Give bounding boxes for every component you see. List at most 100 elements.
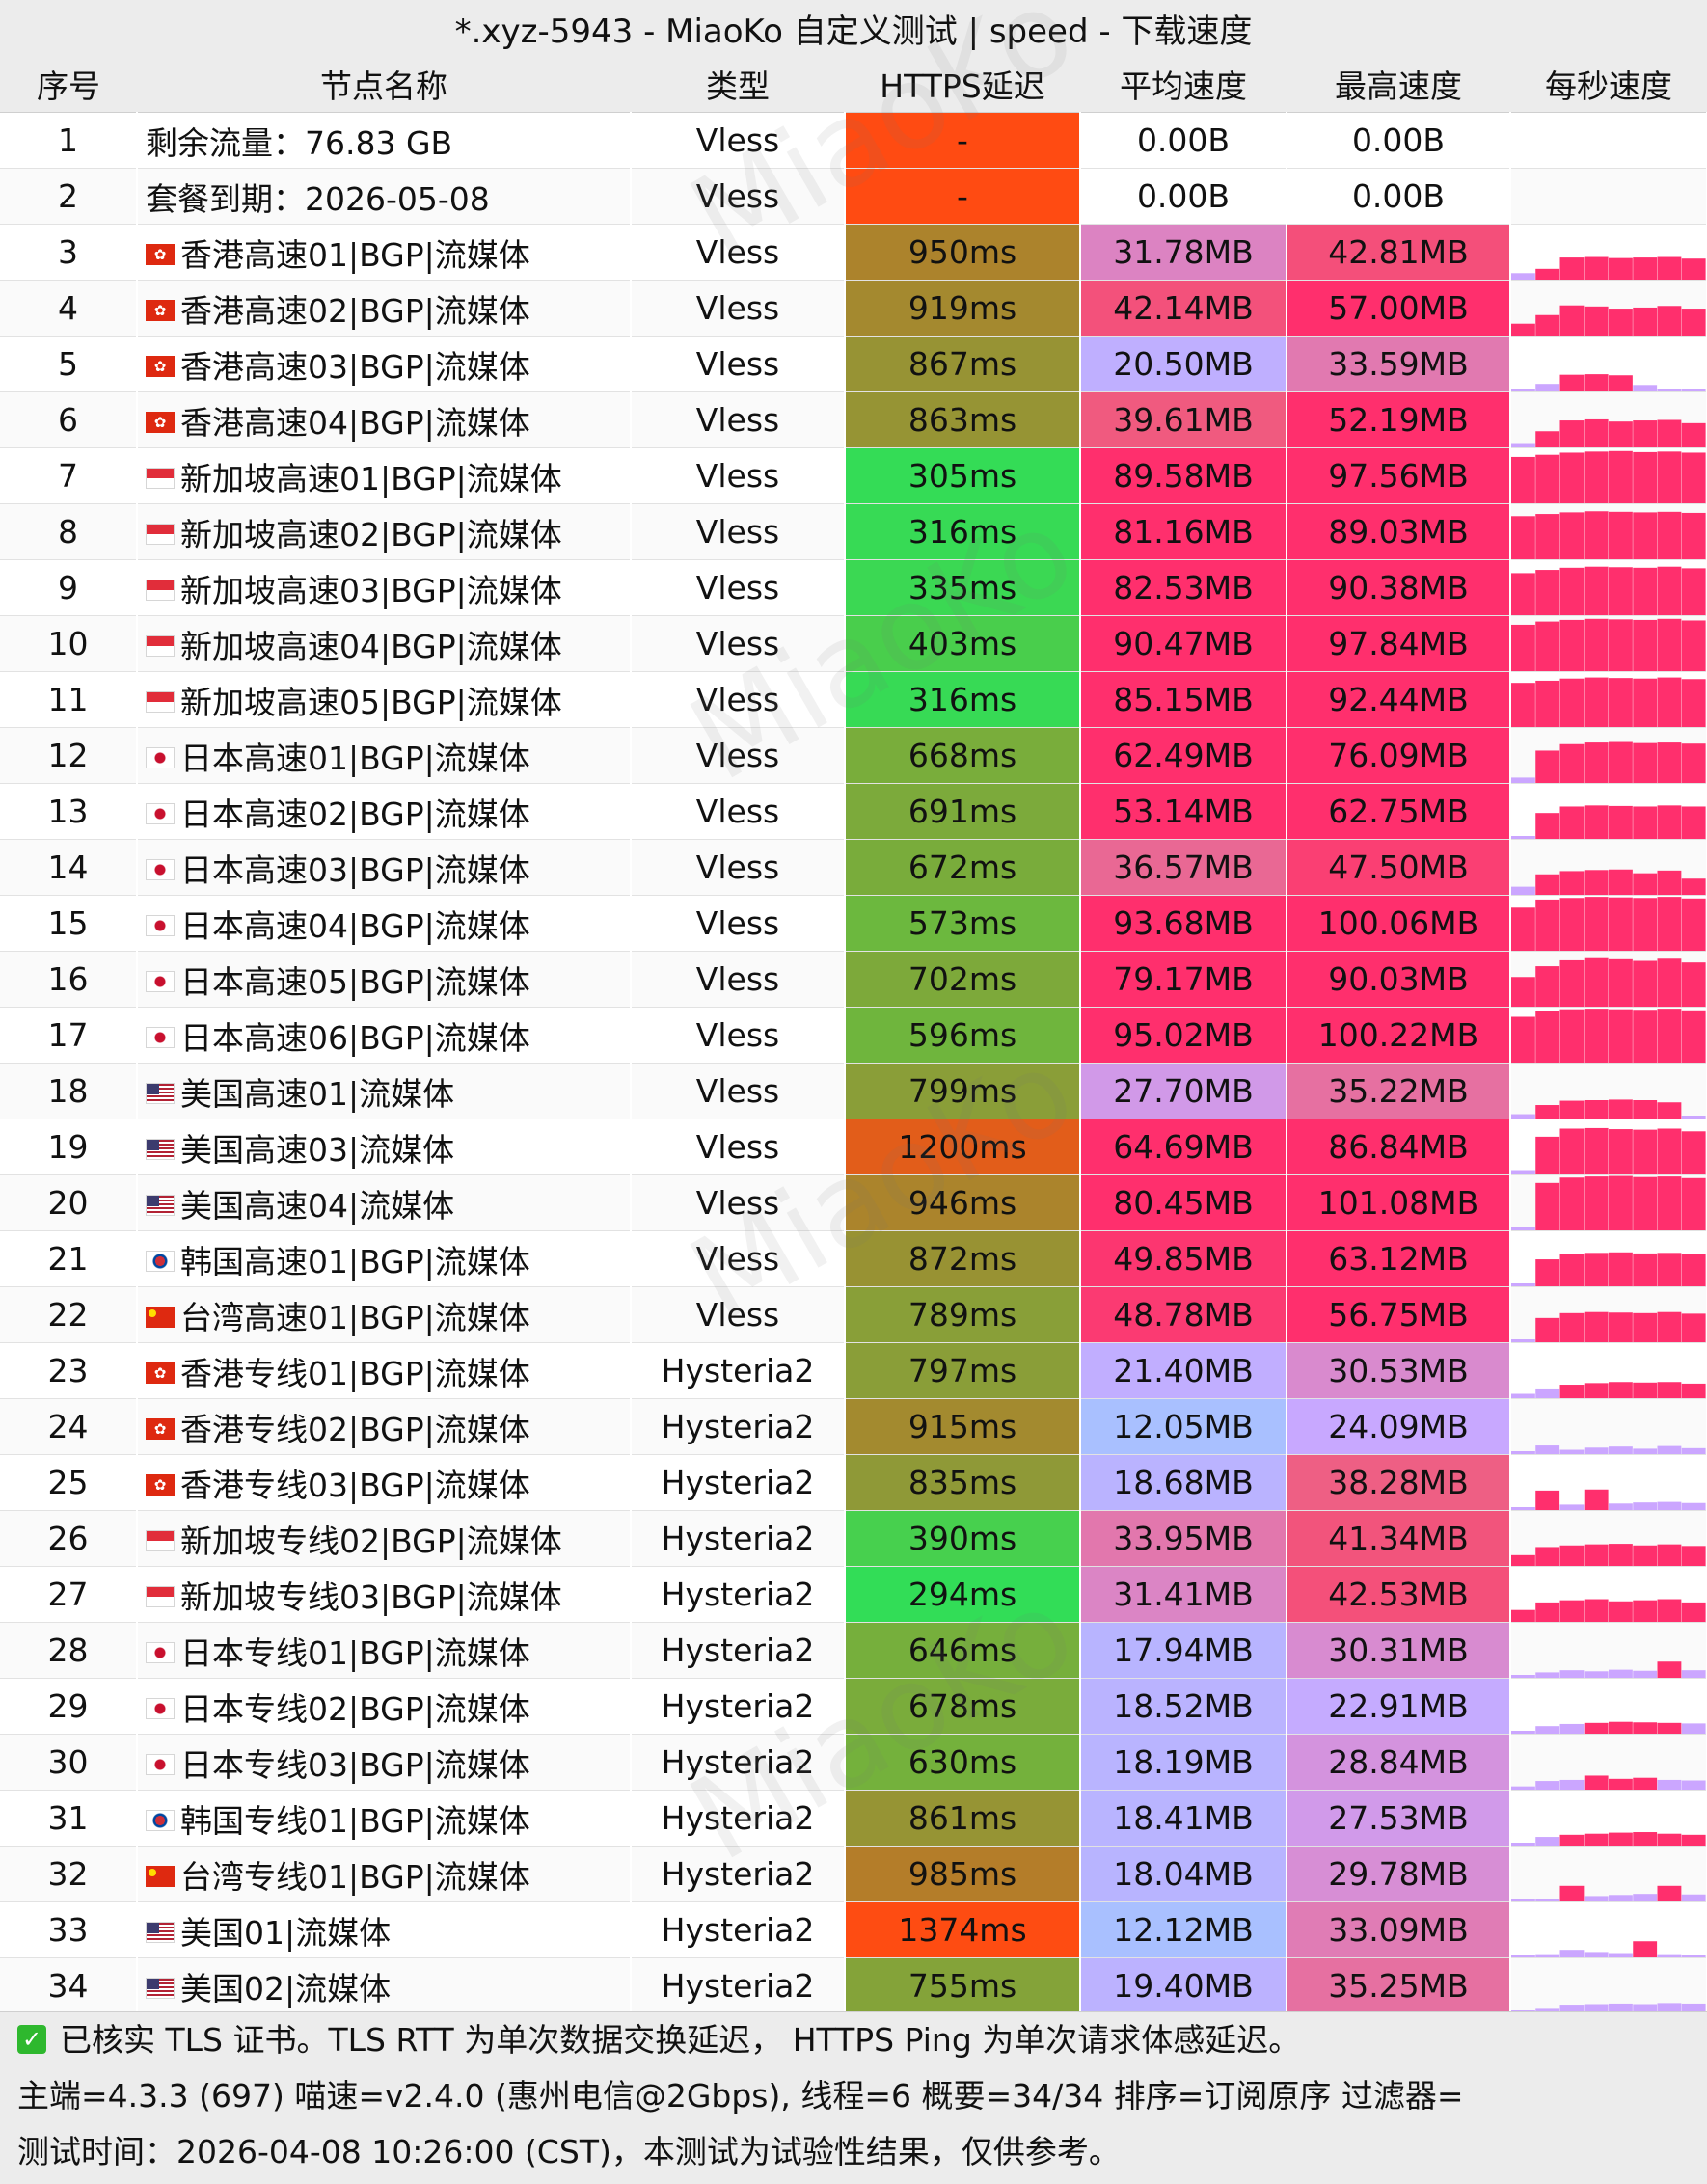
per-second-bar [1633, 1010, 1658, 1063]
per-second-sparkline [1511, 741, 1705, 783]
max-speed: 27.53MB [1287, 1790, 1511, 1847]
row-index: 9 [0, 559, 138, 616]
per-second-bar [1633, 1129, 1658, 1174]
per-second-sparkline [1511, 1445, 1705, 1454]
flag-kr-icon [146, 1809, 175, 1831]
per-second-bar [1633, 1722, 1658, 1734]
per-second-bar [1511, 573, 1535, 615]
row-index: 29 [0, 1678, 138, 1735]
per-second-bar [1584, 418, 1609, 447]
max-speed: 52.19MB [1287, 391, 1511, 448]
per-second-bar [1681, 806, 1705, 839]
table-row: 1 剩余流量：76.83 GB Vless -0.00B 0.00B [0, 112, 1707, 169]
per-second-bar [1535, 1837, 1560, 1846]
per-second-speed-cell [1510, 1622, 1707, 1679]
node-name-cell: 日本高速03|BGP|流媒体 [137, 839, 632, 896]
per-second-bar [1681, 1670, 1705, 1678]
per-second-bar [1633, 1382, 1658, 1398]
per-second-bar [1609, 1252, 1633, 1286]
table-row: 10 新加坡高速04|BGP|流媒体 Vless 403ms 90.47MB 97.84M… [0, 615, 1707, 672]
node-name: 香港高速04|BGP|流媒体 [180, 403, 530, 442]
per-second-bar [1535, 1317, 1560, 1342]
per-second-bar [1657, 419, 1682, 447]
per-second-bar [1609, 1601, 1633, 1622]
node-name: 韩国专线01|BGP|流媒体 [180, 1801, 530, 1840]
per-second-speed-cell [1510, 951, 1707, 1008]
node-name: 香港专线03|BGP|流媒体 [180, 1466, 530, 1504]
flag-tw-icon [146, 1306, 175, 1328]
table-row: 33 美国01|流媒体 Hysteria2 1374ms 12.12MB 33.09MB [0, 1901, 1707, 1958]
per-second-bar [1633, 619, 1658, 671]
per-second-sparkline [1511, 1127, 1705, 1174]
per-second-bar [1511, 907, 1535, 951]
per-second-speed-cell [1510, 112, 1707, 169]
per-second-bar [1681, 389, 1705, 391]
average-speed: 89.58MB [1080, 447, 1287, 504]
per-second-bar [1511, 516, 1535, 559]
per-second-bar [1657, 566, 1682, 615]
per-second-bar [1511, 1339, 1535, 1342]
per-second-bar [1681, 1131, 1705, 1174]
row-index: 17 [0, 1007, 138, 1064]
node-name-cell: 美国高速01|流媒体 [137, 1063, 632, 1119]
node-name: 台湾高速01|BGP|流媒体 [180, 1298, 530, 1336]
per-second-bar [1609, 1544, 1633, 1566]
node-name: 日本专线02|BGP|流媒体 [180, 1689, 530, 1728]
per-second-sparkline [1511, 566, 1705, 615]
row-index: 7 [0, 447, 138, 504]
average-speed: 21.40MB [1080, 1342, 1287, 1399]
footer-test-time: 测试时间：2026-04-08 10:26:00 (CST)，本测试为试验性结果… [17, 2133, 1121, 2171]
max-speed: 30.31MB [1287, 1622, 1511, 1679]
per-second-speed-cell [1510, 1957, 1707, 2014]
per-second-bar [1657, 1176, 1682, 1230]
node-name-cell: 新加坡高速04|BGP|流媒体 [137, 615, 632, 672]
table-row: 16 日本高速05|BGP|流媒体 Vless 702ms 79.17MB 90.03MB [0, 951, 1707, 1008]
per-second-bar [1511, 1609, 1535, 1622]
per-second-bar [1657, 1722, 1682, 1734]
average-speed: 18.04MB [1080, 1846, 1287, 1902]
per-second-sparkline [1511, 869, 1705, 895]
per-second-bar [1584, 1383, 1609, 1398]
per-second-bar [1535, 1954, 1560, 1957]
per-second-bar [1609, 1129, 1633, 1174]
per-second-bar [1609, 1175, 1633, 1230]
table-row: 15 日本高速04|BGP|流媒体 Vless 573ms 93.68MB 100.06M… [0, 895, 1707, 952]
per-second-bar [1584, 306, 1609, 336]
per-second-bar [1657, 1501, 1682, 1510]
per-second-bar [1584, 1952, 1609, 1957]
per-second-bar [1609, 567, 1633, 615]
per-second-bar [1511, 1675, 1535, 1678]
per-second-bar [1609, 1312, 1633, 1342]
per-second-sparkline [1511, 1721, 1705, 1734]
row-index: 34 [0, 1957, 138, 2014]
node-name: 剩余流量：76.83 GB [146, 123, 453, 162]
per-second-bar [1559, 871, 1585, 895]
per-second-sparkline [1511, 1382, 1705, 1398]
per-second-bar [1657, 1253, 1682, 1286]
column-header-node-name: 节点名称 [137, 56, 631, 113]
per-second-bar [1657, 1445, 1682, 1454]
node-name-cell: 香港高速02|BGP|流媒体 [137, 280, 632, 337]
max-speed: 0.00B [1287, 168, 1511, 225]
per-second-bar [1609, 1721, 1633, 1734]
per-second-speed-cell [1510, 1901, 1707, 1958]
node-type: Hysteria2 [631, 1734, 846, 1791]
per-second-bar [1584, 256, 1609, 280]
node-name-cell: 香港专线03|BGP|流媒体 [137, 1454, 632, 1511]
node-type: Vless [631, 895, 846, 952]
per-second-bar [1535, 1899, 1560, 1901]
per-second-speed-cell [1510, 1230, 1707, 1287]
per-second-bar [1657, 618, 1682, 671]
node-name-cell: 香港专线02|BGP|流媒体 [137, 1398, 632, 1455]
node-type: Vless [631, 1230, 846, 1287]
per-second-bar [1633, 898, 1658, 951]
flag-sg-icon [146, 1529, 175, 1551]
per-second-sparkline [1511, 1941, 1705, 1957]
per-second-bar [1609, 2003, 1633, 2013]
https-latency: 390ms [845, 1510, 1081, 1567]
per-second-bar [1535, 1388, 1560, 1398]
node-name: 新加坡专线03|BGP|流媒体 [180, 1577, 562, 1616]
column-header-max-speed: 最高速度 [1287, 56, 1510, 113]
per-second-speed-cell [1510, 1063, 1707, 1119]
per-second-bar [1633, 2004, 1658, 2013]
